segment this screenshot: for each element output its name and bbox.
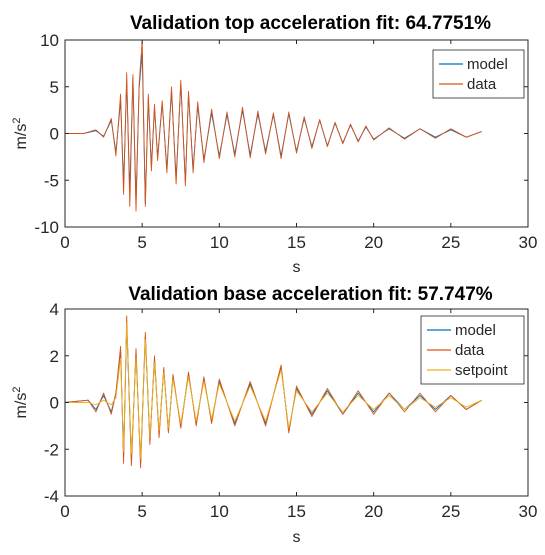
x-tick-label: 15 [287,502,306,521]
plot-area [65,40,482,212]
y-tick-label: -5 [44,171,59,190]
y-tick-label: 2 [50,347,59,366]
y-tick-label: 10 [40,31,59,50]
legend-label-model: model [467,56,508,73]
y-tick-label: -4 [44,487,59,506]
legend-box [432,49,525,99]
chart-title: Validation base acceleration fit: 57.747… [128,284,492,305]
y-axis-label-superscript: 2 [11,118,23,124]
legend-label-setpoint: setpoint [455,362,508,379]
x-tick-label: 10 [210,502,229,521]
series-line-setpoint [65,322,482,460]
x-tick-label: 30 [519,502,538,521]
chart-title: Validation top acceleration fit: 64.7751… [130,13,491,34]
x-tick-label: 5 [137,233,146,252]
y-tick-label: -2 [44,440,59,459]
legend-label-model: model [455,322,496,339]
x-tick-label: 20 [364,233,383,252]
x-tick-label: 20 [364,502,383,521]
series-line-data [65,315,482,469]
legend-label-data: data [467,76,497,93]
y-axis-label: m/s2 [11,118,30,150]
series-line-data [65,40,482,212]
x-axis-label: s [293,529,301,546]
legend: model data setpoint [420,315,525,385]
y-tick-label: -10 [34,218,59,237]
y-tick-label: 0 [50,394,59,413]
x-tick-label: 0 [60,233,69,252]
x-axis-label: s [293,259,301,276]
legend: model data [432,49,525,99]
x-tick-label: 25 [441,502,460,521]
y-axis-label-superscript: 2 [11,387,23,393]
y-axis-label-base: m/s [13,393,30,419]
legend-label-data: data [455,342,485,359]
y-axis-label-base: m/s [13,124,30,150]
x-tick-label: 30 [519,233,538,252]
x-tick-label: 15 [287,233,306,252]
chart-1: 0 5 10 15 20 25 30 -10 -5 0 5 10 Validation top acce… [11,13,537,276]
x-tick-label: 25 [441,233,460,252]
y-axis-label: m/s2 [11,387,30,419]
y-tick-label: 4 [50,300,59,319]
y-tick-label: 0 [50,125,59,144]
chart-2: 0 5 10 15 20 25 30 -4 -2 0 2 4 Validation base accel… [11,284,537,546]
x-tick-label: 5 [137,502,146,521]
x-tick-label: 0 [60,502,69,521]
plot-area [65,315,482,469]
y-tick-label: 5 [50,78,59,97]
x-tick-label: 10 [210,233,229,252]
